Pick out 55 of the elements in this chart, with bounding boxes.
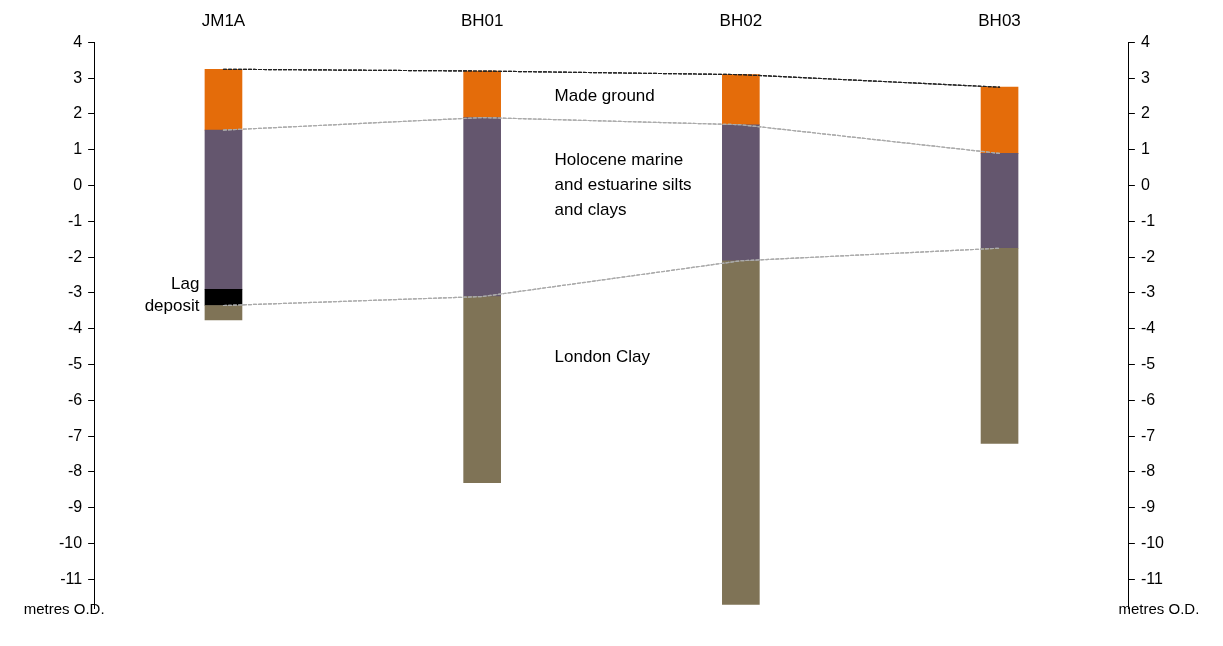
y2-tick-label: 2 xyxy=(1140,104,1150,122)
bar xyxy=(722,260,760,605)
y2-tick-label: 4 xyxy=(1140,32,1150,50)
x-tick-label: BH03 xyxy=(978,10,1021,30)
x-tick-label: JM1A xyxy=(201,10,246,30)
y-tick-label: -11 xyxy=(60,569,83,587)
annotation: London Clay xyxy=(554,347,651,367)
annotation: Made ground xyxy=(554,85,655,105)
x-tick-label: BH01 xyxy=(460,10,504,30)
y-tick-label: -6 xyxy=(67,390,83,408)
bar xyxy=(463,70,501,118)
bar xyxy=(980,86,1019,154)
y2-tick-label: -7 xyxy=(1140,426,1156,444)
bar xyxy=(204,129,243,290)
y2-tick-label: -6 xyxy=(1140,390,1156,408)
y-tick-label: 4 xyxy=(73,32,83,50)
y-tick-label: 1 xyxy=(73,140,83,158)
annotation: Holocene marine and estuarine silts and clays xyxy=(554,150,692,220)
y2-tick-label: -10 xyxy=(1140,533,1165,551)
y2-tick-label: -2 xyxy=(1140,247,1156,265)
bar xyxy=(722,74,760,126)
y-tick-label: -2 xyxy=(67,247,83,265)
bar xyxy=(204,68,243,131)
y-tick-label: -9 xyxy=(67,498,83,516)
y2-tick-label: -1 xyxy=(1140,211,1156,229)
y2-axis-title: metres O.D. xyxy=(1118,599,1200,617)
y2-tick-label: 3 xyxy=(1140,68,1150,86)
y-axis-title: metres O.D. xyxy=(23,599,105,617)
y2-tick-label: -3 xyxy=(1140,283,1156,301)
y2-tick-label: -11 xyxy=(1140,569,1163,587)
x-tick-label: BH02 xyxy=(719,10,763,30)
y-tick-label: -5 xyxy=(67,354,83,372)
bar xyxy=(722,124,760,262)
bar xyxy=(204,289,243,306)
y2-tick-label: 0 xyxy=(1140,176,1150,193)
y-tick-label: 0 xyxy=(73,176,83,193)
y-tick-label: 3 xyxy=(73,68,83,86)
bar xyxy=(204,305,243,321)
y2-tick-label: -8 xyxy=(1140,462,1156,480)
bar xyxy=(463,117,501,297)
y2-tick-label: -5 xyxy=(1140,354,1156,372)
y-tick-label: 2 xyxy=(73,104,83,122)
y-tick-label: -10 xyxy=(59,533,83,551)
y-tick-label: -4 xyxy=(67,319,83,337)
bar xyxy=(463,296,501,484)
bar xyxy=(980,153,1019,249)
y2-tick-label: -9 xyxy=(1140,498,1156,516)
y2-tick-label: 1 xyxy=(1140,140,1150,158)
y-tick-label: -3 xyxy=(67,283,83,301)
y-tick-label: -8 xyxy=(67,462,83,480)
y-tick-label: -1 xyxy=(67,211,83,229)
y-tick-label: -7 xyxy=(67,426,83,444)
annotation: Lag deposit xyxy=(144,273,200,315)
bar xyxy=(980,247,1019,444)
y2-tick-label: -4 xyxy=(1140,319,1156,337)
